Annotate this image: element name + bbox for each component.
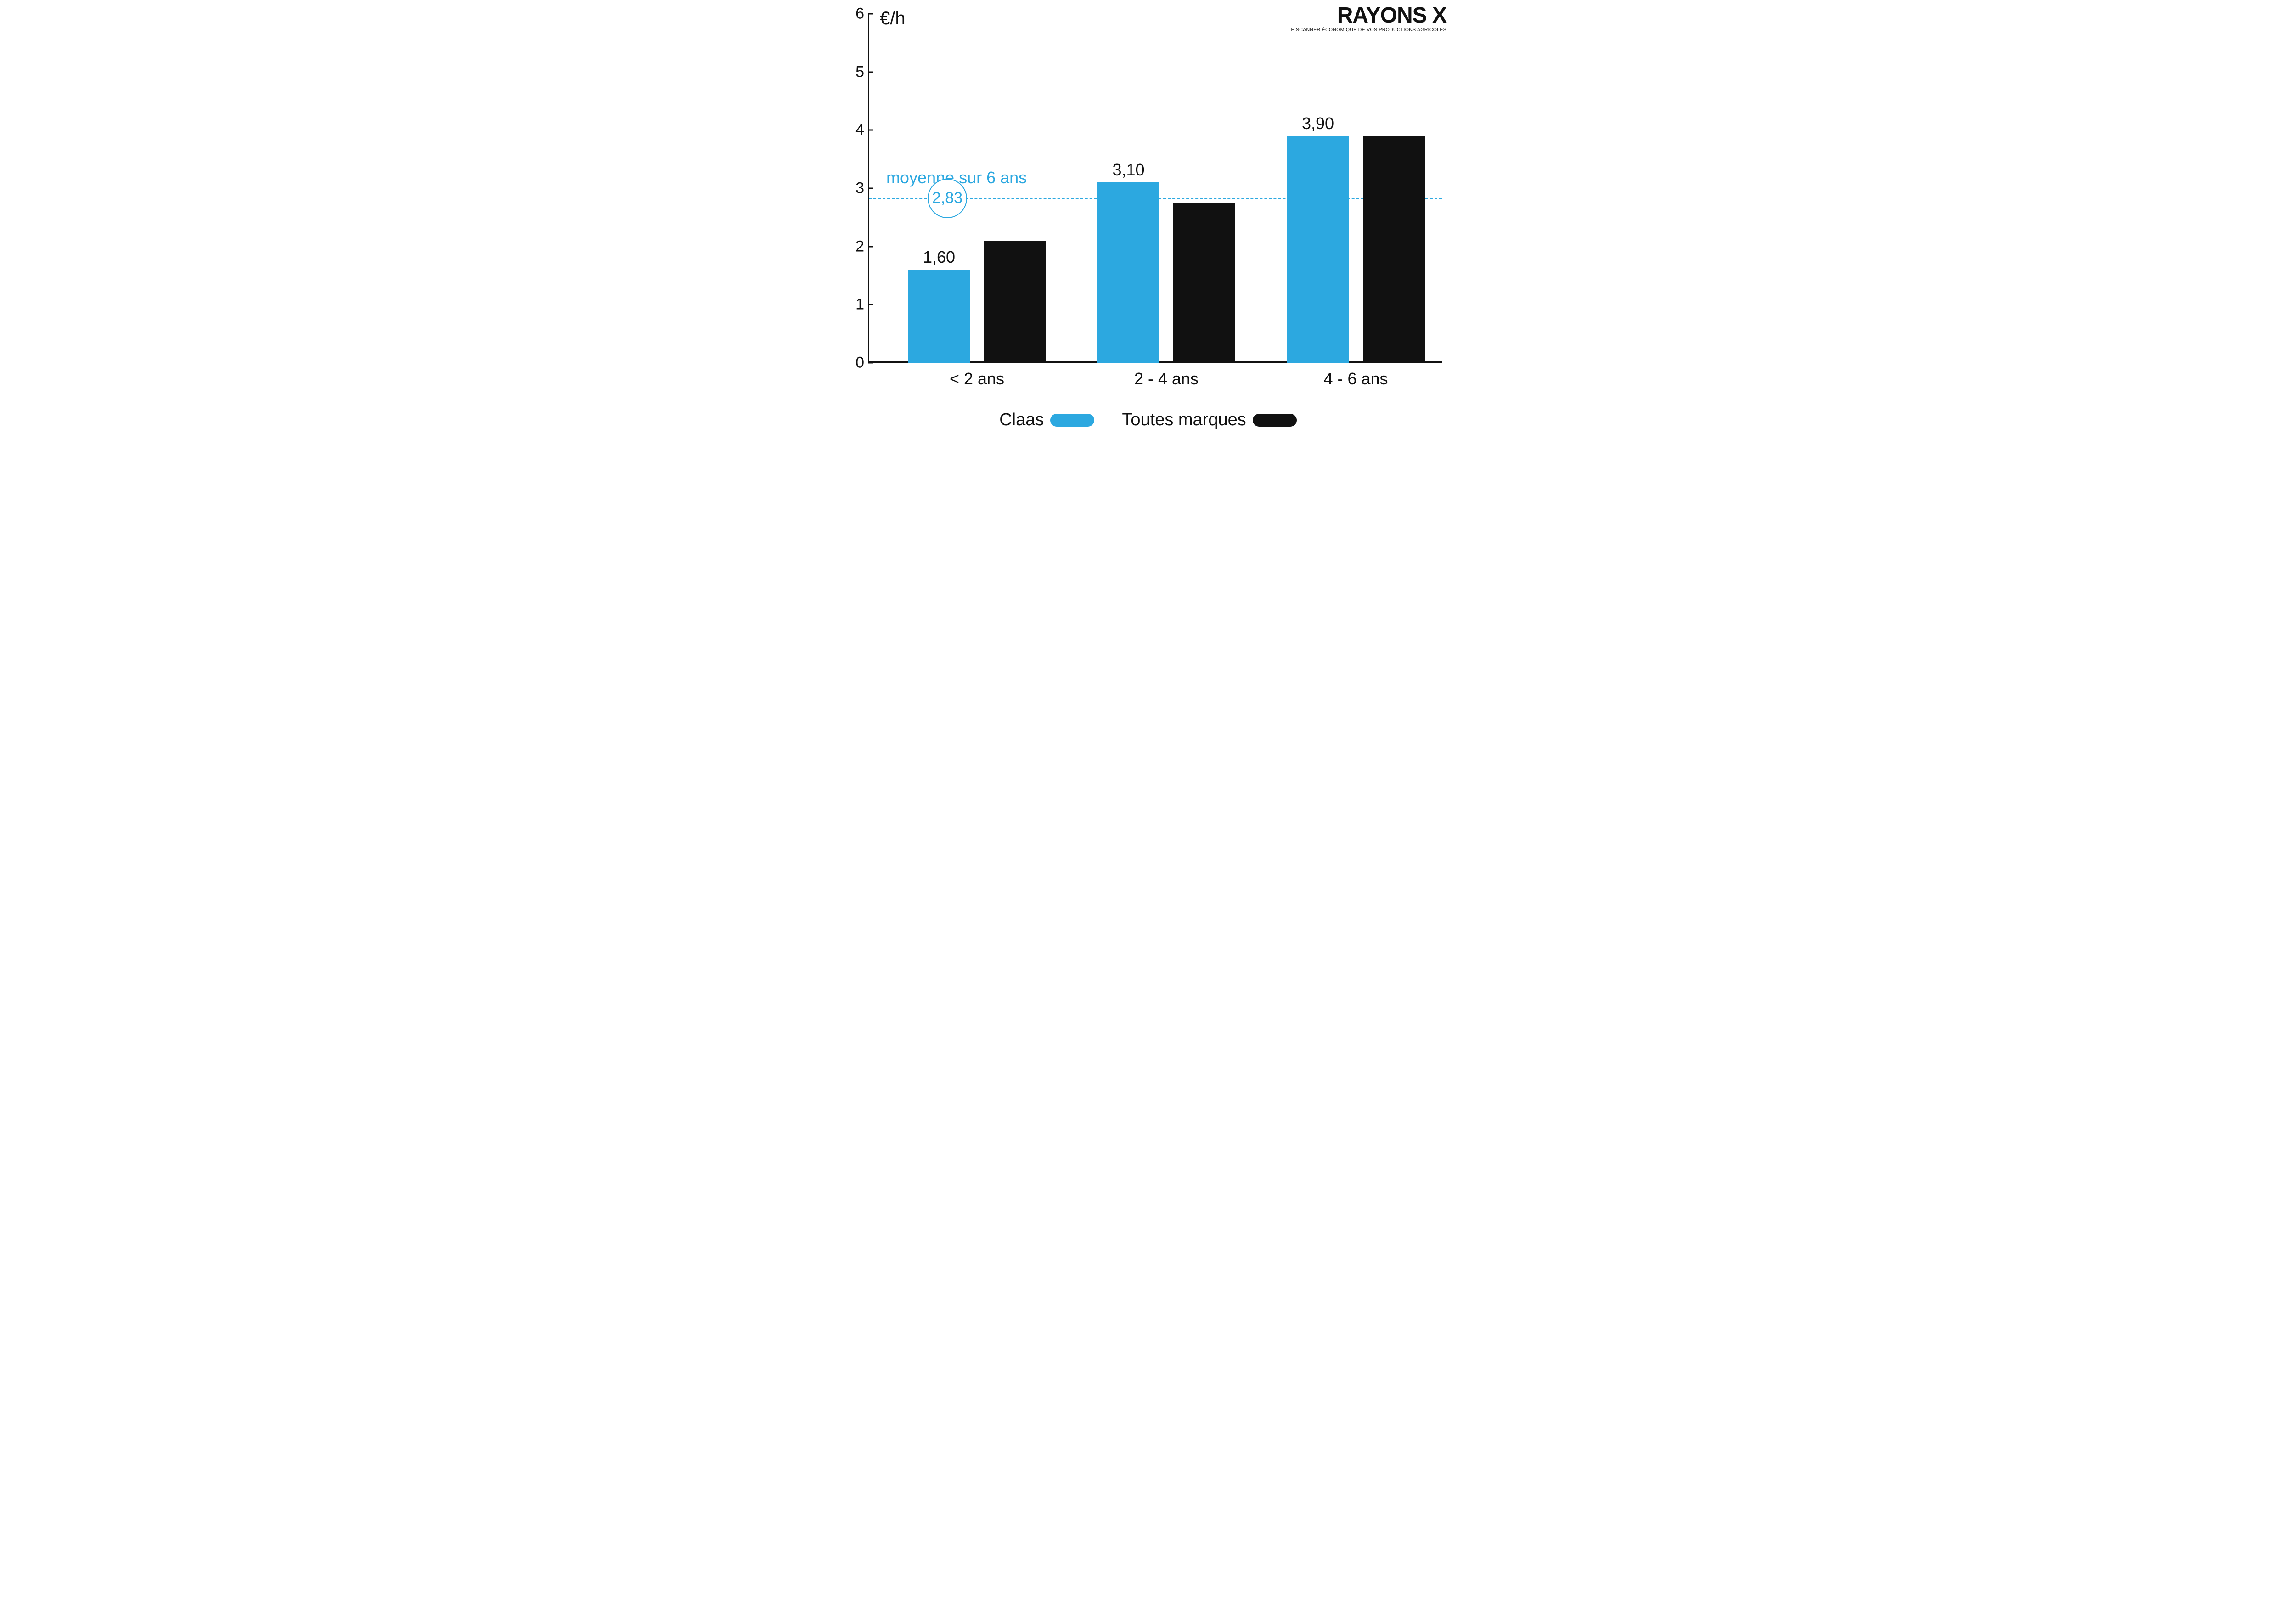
bar [1287, 136, 1349, 363]
average-value-badge: 2,83 [928, 179, 967, 218]
bar [1363, 136, 1425, 363]
y-tick-label: 3 [849, 180, 864, 197]
bar-value-label: 3,90 [1287, 114, 1349, 133]
legend-swatch-icon [1253, 414, 1297, 427]
y-tick-label: 0 [849, 354, 864, 372]
bar [908, 270, 970, 363]
legend-swatch-icon [1050, 414, 1094, 427]
y-tick-label: 1 [849, 296, 864, 314]
bar-value-label: 1,60 [908, 248, 970, 267]
y-tick-mark [868, 71, 873, 73]
y-tick-label: 2 [849, 237, 864, 255]
y-tick-mark [868, 188, 873, 189]
y-tick-mark [868, 13, 873, 15]
bar [984, 241, 1046, 363]
bar [1173, 203, 1235, 363]
bar-value-label: 3,10 [1097, 160, 1159, 180]
bar [1097, 182, 1159, 363]
y-tick-mark [868, 130, 873, 131]
x-category-label: 4 - 6 ans [1323, 369, 1388, 389]
y-tick-mark [868, 304, 873, 305]
x-category-label: 2 - 4 ans [1134, 369, 1199, 389]
legend: Claas Toutes marques [840, 410, 1456, 430]
x-category-label: < 2 ans [950, 369, 1004, 389]
chart-container: RAYONS X LE SCANNER ÉCONOMIQUE DE VOS PR… [840, 0, 1456, 434]
legend-item-toutes-marques: Toutes marques [1122, 410, 1296, 430]
legend-label: Toutes marques [1122, 410, 1246, 430]
y-tick-label: 5 [849, 63, 864, 81]
legend-label: Claas [999, 410, 1044, 430]
y-tick-mark [868, 362, 873, 364]
y-axis-unit: €/h [880, 8, 906, 29]
y-tick-label: 6 [849, 5, 864, 23]
plot-area: €/h 01234561,603,103,90moyenne sur 6 ans… [868, 14, 1442, 363]
y-tick-mark [868, 246, 873, 247]
legend-item-claas: Claas [999, 410, 1094, 430]
y-tick-label: 4 [849, 121, 864, 139]
